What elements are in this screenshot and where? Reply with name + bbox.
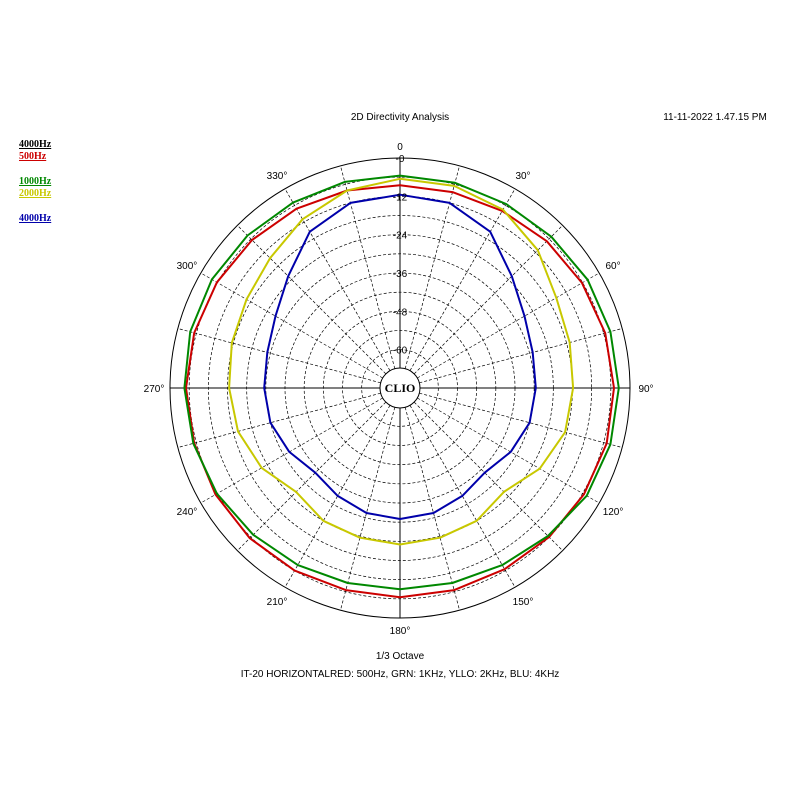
grid-spoke <box>237 225 387 375</box>
legend-entry-red: 500Hz <box>19 151 47 162</box>
grid-spoke <box>237 401 387 551</box>
angle-tick-label: 180° <box>390 626 411 637</box>
legend-entry-black: 4000Hz <box>19 139 52 150</box>
radial-tick-label: -12 <box>393 192 408 203</box>
angle-tick-label: 210° <box>267 597 288 608</box>
grid-spoke <box>177 392 381 448</box>
grid-spoke <box>413 401 563 551</box>
grid-spoke <box>419 392 623 448</box>
grid-spoke <box>200 397 383 504</box>
angle-tick-label: 150° <box>513 597 534 608</box>
grid-spoke <box>419 328 623 384</box>
angle-tick-label: 300° <box>177 261 198 272</box>
grid-spoke <box>340 407 396 611</box>
grid-spoke <box>177 328 381 384</box>
angle-tick-label: 0 <box>397 142 403 153</box>
grid-spoke <box>417 397 600 504</box>
radial-tick-label: -36 <box>393 269 408 280</box>
radial-tick-label: -48 <box>393 307 408 318</box>
angle-tick-label: 330° <box>267 171 288 182</box>
angle-tick-label: 30° <box>515 171 530 182</box>
grid-spoke <box>413 225 563 375</box>
grid-spoke <box>404 407 460 611</box>
clio-logo: CLIO <box>385 381 416 395</box>
legend-entry-yellow: 2000Hz <box>19 188 52 199</box>
caption: IT-20 HORIZONTALRED: 500Hz, GRN: 1KHz, Y… <box>240 669 560 680</box>
series-1-line <box>183 174 620 591</box>
grid-spoke <box>404 165 460 369</box>
logo-circle <box>379 367 421 409</box>
angle-tick-label: 90° <box>638 384 653 395</box>
angle-tick-label: 240° <box>177 507 198 518</box>
legend-entry-green: 1000Hz <box>19 176 52 187</box>
radial-tick-label: -24 <box>393 231 408 242</box>
octave-label: 1/3 Octave <box>375 651 425 662</box>
legend-entry-blue: 4000Hz <box>19 213 52 224</box>
angle-tick-label: 120° <box>603 507 624 518</box>
radial-tick-label: -60 <box>393 346 408 357</box>
angle-tick-label: 270° <box>144 384 165 395</box>
grid-spoke <box>340 165 396 369</box>
series-3-line <box>263 193 537 520</box>
plot-title: 2D Directivity Analysis <box>350 112 450 123</box>
grid-spoke <box>417 272 600 379</box>
angle-tick-label: 60° <box>605 261 620 272</box>
grid-spoke <box>409 188 516 371</box>
timestamp: 11-11-2022 1.47.15 PM <box>663 112 767 123</box>
grid-spoke <box>200 272 383 379</box>
series-0-line <box>185 184 615 599</box>
series-2-line <box>228 177 575 546</box>
radial-tick-label: -0 <box>396 154 405 165</box>
